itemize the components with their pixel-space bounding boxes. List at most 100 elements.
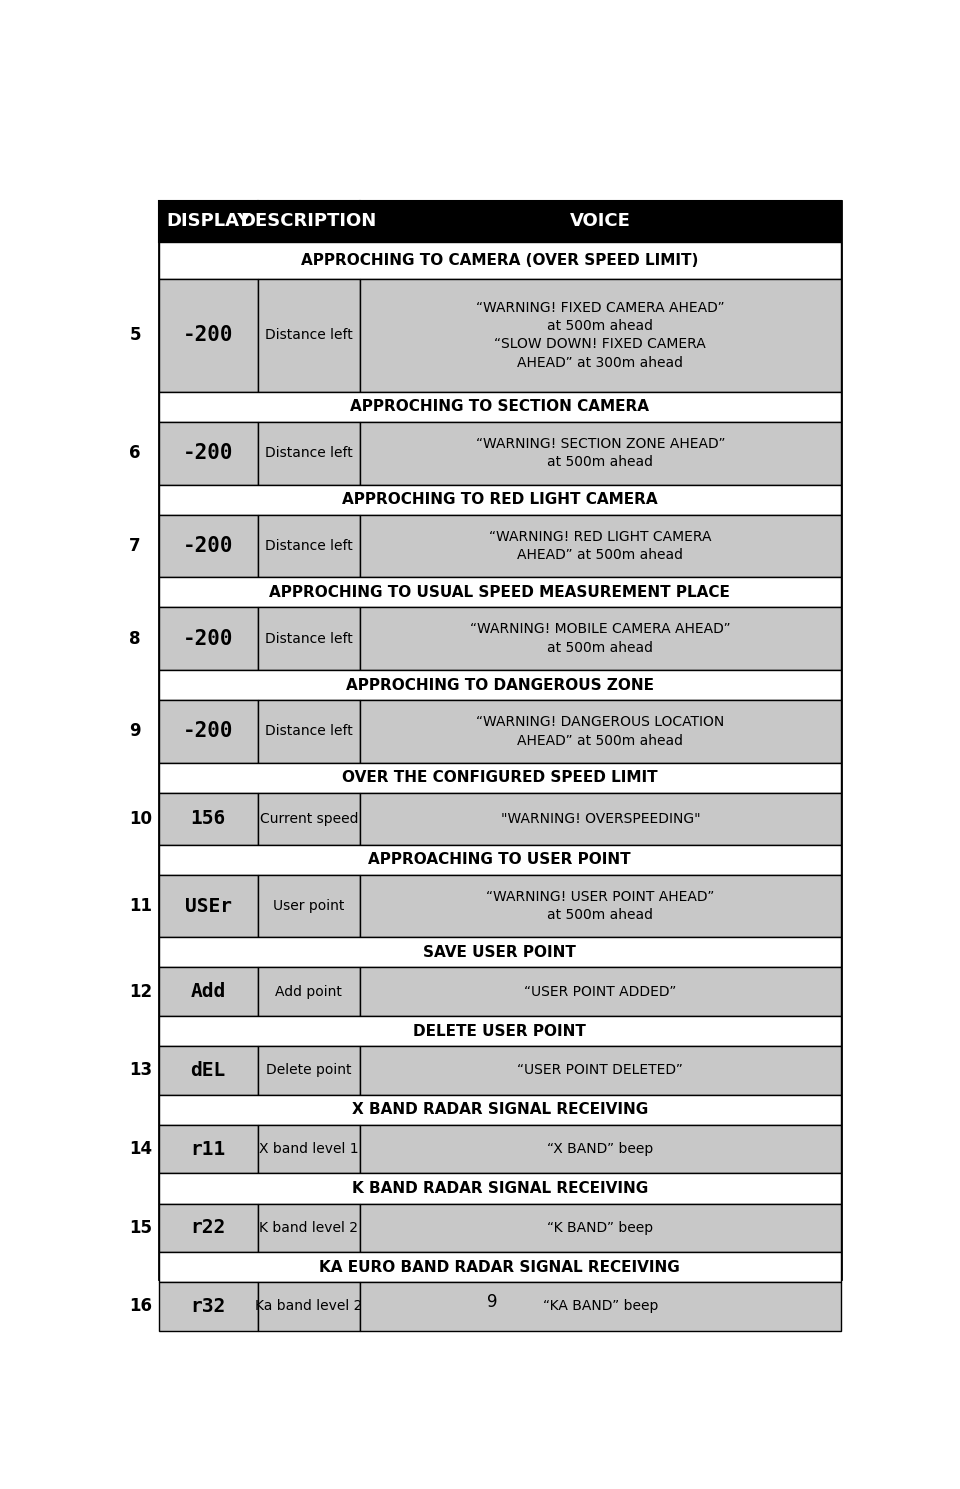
Text: SAVE USER POINT: SAVE USER POINT — [423, 946, 576, 960]
Text: r11: r11 — [191, 1139, 226, 1158]
Text: DISPLAY: DISPLAY — [166, 213, 251, 231]
Bar — [158, 1047, 257, 1094]
Text: 10: 10 — [130, 810, 153, 828]
Text: -200: -200 — [183, 444, 233, 463]
Text: Ka band level 2: Ka band level 2 — [255, 1300, 363, 1313]
Text: Add: Add — [191, 983, 226, 1001]
Text: Distance left: Distance left — [265, 631, 352, 646]
Text: X band level 1: X band level 1 — [259, 1142, 359, 1155]
Text: 6: 6 — [130, 444, 141, 462]
Bar — [360, 201, 841, 243]
Text: “WARNING! SECTION ZONE AHEAD”
at 500m ahead: “WARNING! SECTION ZONE AHEAD” at 500m ah… — [475, 438, 725, 469]
Bar — [257, 515, 360, 578]
Text: VOICE: VOICE — [570, 213, 631, 231]
Bar — [158, 608, 257, 670]
Bar — [257, 278, 360, 392]
Bar — [158, 515, 257, 578]
Text: KA EURO BAND RADAR SIGNAL RECEIVING: KA EURO BAND RADAR SIGNAL RECEIVING — [320, 1260, 680, 1275]
Bar — [257, 700, 360, 762]
Bar — [360, 278, 841, 392]
Text: K BAND RADAR SIGNAL RECEIVING: K BAND RADAR SIGNAL RECEIVING — [351, 1181, 648, 1196]
Text: DESCRIPTION: DESCRIPTION — [241, 213, 377, 231]
Bar — [360, 1282, 841, 1331]
Bar — [158, 792, 257, 844]
Text: 11: 11 — [130, 896, 153, 916]
Text: 12: 12 — [130, 983, 153, 1001]
Text: “WARNING! RED LIGHT CAMERA
AHEAD” at 500m ahead: “WARNING! RED LIGHT CAMERA AHEAD” at 500… — [489, 530, 711, 563]
Text: OVER THE CONFIGURED SPEED LIMIT: OVER THE CONFIGURED SPEED LIMIT — [342, 770, 658, 785]
Bar — [257, 608, 360, 670]
Text: APPROCHING TO RED LIGHT CAMERA: APPROCHING TO RED LIGHT CAMERA — [342, 493, 658, 508]
Bar — [158, 844, 841, 874]
Bar — [257, 201, 360, 243]
Text: 156: 156 — [191, 809, 226, 828]
Text: Distance left: Distance left — [265, 447, 352, 460]
Text: APPROCHING TO DANGEROUS ZONE: APPROCHING TO DANGEROUS ZONE — [346, 677, 654, 692]
Text: “USER POINT ADDED”: “USER POINT ADDED” — [524, 984, 677, 999]
Bar — [158, 484, 841, 515]
Text: -200: -200 — [183, 536, 233, 555]
Bar — [158, 1124, 257, 1173]
Bar — [158, 1173, 841, 1203]
Text: “X BAND” beep: “X BAND” beep — [547, 1142, 654, 1155]
Text: 13: 13 — [130, 1062, 153, 1080]
Bar — [360, 792, 841, 844]
Text: User point: User point — [273, 899, 345, 913]
Bar — [360, 700, 841, 762]
Bar — [158, 1252, 841, 1282]
Bar — [158, 670, 841, 700]
Bar — [360, 515, 841, 578]
Text: “WARNING! DANGEROUS LOCATION
AHEAD” at 500m ahead: “WARNING! DANGEROUS LOCATION AHEAD” at 5… — [476, 715, 725, 747]
Bar — [257, 792, 360, 844]
Text: 5: 5 — [130, 326, 141, 344]
Bar — [360, 421, 841, 484]
Text: APPROCHING TO SECTION CAMERA: APPROCHING TO SECTION CAMERA — [350, 399, 649, 414]
Text: “WARNING! USER POINT AHEAD”
at 500m ahead: “WARNING! USER POINT AHEAD” at 500m ahea… — [486, 890, 714, 922]
Bar — [158, 937, 841, 968]
Text: dEL: dEL — [191, 1062, 226, 1080]
Bar — [257, 874, 360, 937]
Text: -200: -200 — [183, 721, 233, 742]
Text: APPROACHING TO USER POINT: APPROACHING TO USER POINT — [369, 852, 631, 867]
Text: 9: 9 — [130, 722, 141, 740]
Text: 7: 7 — [130, 538, 141, 555]
Bar — [257, 421, 360, 484]
Bar — [257, 1047, 360, 1094]
Text: -200: -200 — [183, 628, 233, 649]
Bar — [158, 421, 257, 484]
Bar — [158, 762, 841, 792]
Bar — [257, 968, 360, 1015]
Text: “K BAND” beep: “K BAND” beep — [547, 1221, 654, 1234]
Bar — [158, 1282, 257, 1331]
Bar — [158, 278, 257, 392]
Text: “WARNING! FIXED CAMERA AHEAD”
at 500m ahead
“SLOW DOWN! FIXED CAMERA
AHEAD” at 3: “WARNING! FIXED CAMERA AHEAD” at 500m ah… — [476, 301, 725, 369]
Bar — [360, 968, 841, 1015]
Text: APPROCHING TO USUAL SPEED MEASUREMENT PLACE: APPROCHING TO USUAL SPEED MEASUREMENT PL… — [270, 585, 731, 600]
Text: DELETE USER POINT: DELETE USER POINT — [414, 1023, 587, 1038]
Text: "WARNING! OVERSPEEDING": "WARNING! OVERSPEEDING" — [500, 812, 700, 826]
Text: Distance left: Distance left — [265, 724, 352, 739]
Text: 8: 8 — [130, 630, 141, 648]
Text: -200: -200 — [183, 325, 233, 345]
Bar — [158, 874, 257, 937]
Text: 15: 15 — [130, 1219, 153, 1237]
Text: 9: 9 — [487, 1292, 497, 1312]
Bar — [360, 1047, 841, 1094]
Text: X BAND RADAR SIGNAL RECEIVING: X BAND RADAR SIGNAL RECEIVING — [351, 1102, 648, 1117]
Text: r22: r22 — [191, 1218, 226, 1237]
Text: “USER POINT DELETED”: “USER POINT DELETED” — [517, 1063, 684, 1078]
Text: Delete point: Delete point — [266, 1063, 351, 1078]
Bar — [158, 578, 841, 608]
Text: 16: 16 — [130, 1297, 153, 1315]
Text: r32: r32 — [191, 1297, 226, 1316]
Bar — [360, 874, 841, 937]
Bar — [158, 243, 841, 278]
Bar — [360, 608, 841, 670]
Bar — [158, 1203, 257, 1252]
Text: Distance left: Distance left — [265, 539, 352, 552]
Text: 14: 14 — [130, 1141, 153, 1158]
Bar — [158, 1094, 841, 1124]
Text: APPROCHING TO CAMERA (OVER SPEED LIMIT): APPROCHING TO CAMERA (OVER SPEED LIMIT) — [301, 253, 699, 268]
Text: Current speed: Current speed — [259, 812, 358, 826]
Bar — [257, 1203, 360, 1252]
